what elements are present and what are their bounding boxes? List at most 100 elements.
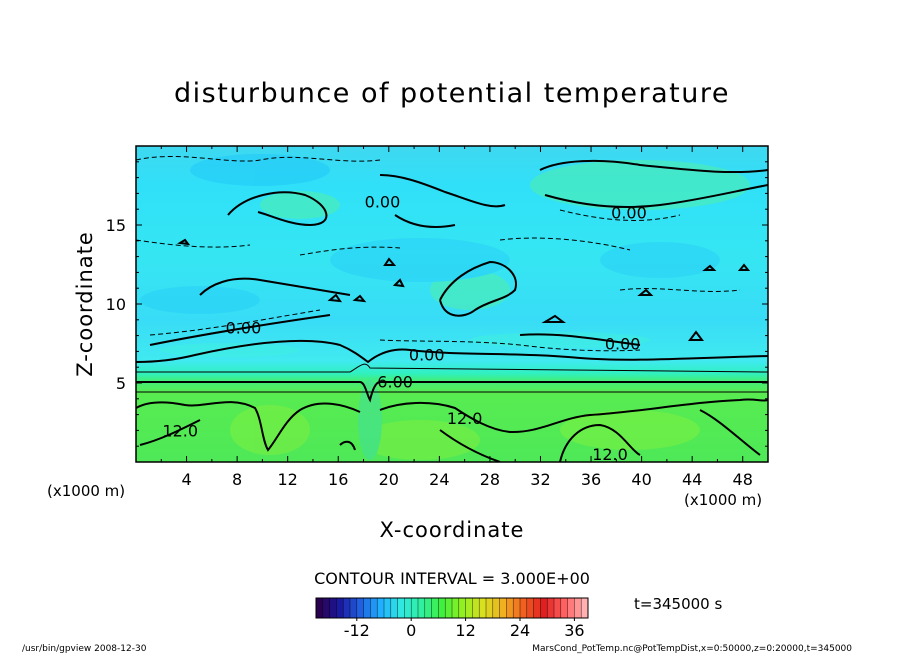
x-tick-label: 40 <box>631 470 651 489</box>
contour-12 <box>136 398 768 452</box>
colorbar-cell <box>445 598 453 618</box>
z-axis: 5 10 15 <box>106 161 768 447</box>
x-tick-label: 20 <box>379 470 399 489</box>
contour-label: 6.00 <box>377 372 413 391</box>
contour-label: 0.00 <box>605 335 641 354</box>
field-patch <box>160 343 300 357</box>
colorbar-cell <box>431 598 439 618</box>
field-patch <box>260 191 340 219</box>
contour-0-upper-left <box>199 191 351 296</box>
x-tick-label: 48 <box>733 470 753 489</box>
colorbar-ticks: -12 0 12 24 36 <box>344 618 585 640</box>
contour-neg <box>136 155 741 352</box>
contour-12-lower <box>139 409 761 462</box>
field-patch <box>560 410 700 450</box>
colorbar-cell <box>581 598 589 618</box>
field-patch <box>330 238 510 282</box>
colorbar-cell <box>438 598 446 618</box>
colorbar-cell <box>540 598 548 618</box>
colorbar-tick-label: -12 <box>344 621 370 640</box>
x-tick-label: 16 <box>328 470 348 489</box>
contour-6 <box>136 381 768 403</box>
contour-0-upper-right <box>539 159 768 208</box>
colorbar-cell <box>479 598 487 618</box>
field-patch <box>360 420 480 460</box>
footer-right: MarsCond_PotTemp.nc@PotTempDist,x=0:5000… <box>532 644 852 654</box>
colorbar-tick-label: 24 <box>510 621 530 640</box>
field-patch <box>358 380 382 460</box>
field-patch <box>470 332 650 348</box>
colorbar-tick-label: 12 <box>455 621 475 640</box>
colorbar-tick-label: 36 <box>564 621 584 640</box>
contour-3 <box>136 363 768 373</box>
colorbar-cell <box>486 598 494 618</box>
contour-0-lower <box>136 339 768 364</box>
plot-area: 0.00 0.00 0.00 0.00 0.00 6.00 12.0 12.0 12.0 <box>136 146 768 464</box>
colorbar-cell <box>384 598 392 618</box>
x-tick-label: 44 <box>682 470 702 489</box>
x-tick-label: 28 <box>480 470 500 489</box>
contour-12-inner <box>339 429 501 462</box>
field-patch <box>190 154 330 186</box>
colorbar-cell <box>499 598 507 618</box>
colorbar-cell <box>363 598 371 618</box>
contour-label: 0.00 <box>365 192 401 211</box>
x-tick-label: 4 <box>181 470 191 489</box>
colorbar-cell <box>520 598 528 618</box>
z-tick-label: 5 <box>116 374 126 393</box>
contour-label: 12.0 <box>447 409 483 428</box>
contour-label: 12.0 <box>592 445 628 464</box>
x-axis: 4 8 12 16 20 24 28 32 36 40 44 48 <box>160 146 753 489</box>
colorbar-cell <box>336 598 344 618</box>
contour-label: 0.00 <box>611 203 647 222</box>
colorbar-cell <box>390 598 399 618</box>
x-tick-label: 32 <box>530 470 550 489</box>
colorbar-cell <box>350 598 358 618</box>
colorbar-cell <box>424 598 433 618</box>
colorbar-cell <box>397 598 405 618</box>
z-tick-label: 10 <box>106 295 126 314</box>
z-tick-label: 15 <box>106 216 126 235</box>
colorbar-cell <box>465 598 473 618</box>
colorbar-cell <box>404 598 412 618</box>
contour-label: 12.0 <box>162 421 198 440</box>
colorbar-cell <box>329 598 337 618</box>
colorbar-cell <box>472 598 480 618</box>
contour-label: 0.00 <box>226 319 262 338</box>
x-unit-left: (x1000 m) <box>47 482 125 500</box>
field-patch <box>600 242 720 278</box>
colorbar-cell <box>356 598 365 618</box>
colorbar-cell <box>411 598 419 618</box>
upper-layer-patches <box>140 154 750 357</box>
time-label: t=345000 s <box>634 595 722 613</box>
contour-label: 0.00 <box>409 346 445 365</box>
chart-title: disturbunce of potential temperature <box>174 78 730 109</box>
colorbar-cell <box>322 598 331 618</box>
colorbar <box>315 598 589 618</box>
x-tick-label: 12 <box>278 470 298 489</box>
contour-small <box>177 238 751 341</box>
contour-interval: CONTOUR INTERVAL = 3.000E+00 <box>314 569 590 588</box>
colorbar-cell <box>567 598 575 618</box>
colorbar-cell <box>452 598 460 618</box>
colorbar-cell <box>370 598 378 618</box>
colorbar-cell <box>316 598 324 618</box>
lower-layer-patches <box>230 380 700 460</box>
contour-0-band <box>149 314 641 346</box>
colorbar-cell <box>574 598 582 618</box>
colorbar-cell <box>492 598 501 618</box>
colorbar-cell <box>547 598 555 618</box>
colorbar-cell <box>554 598 562 618</box>
colorbar-cell <box>533 598 541 618</box>
colorbar-cell <box>513 598 521 618</box>
colorbar-cell <box>526 598 535 618</box>
contour-0-upper-mid <box>379 174 517 317</box>
x-tick-label: 36 <box>581 470 601 489</box>
contour-labels: 0.00 0.00 0.00 0.00 0.00 6.00 12.0 12.0 12.0 <box>162 192 647 464</box>
x-tick-label: 8 <box>232 470 242 489</box>
colorbar-cell <box>343 598 351 618</box>
colorbar-cell <box>458 598 467 618</box>
x-axis-label: X-coordinate <box>380 518 525 542</box>
colorbar-tick-label: 0 <box>406 621 416 640</box>
